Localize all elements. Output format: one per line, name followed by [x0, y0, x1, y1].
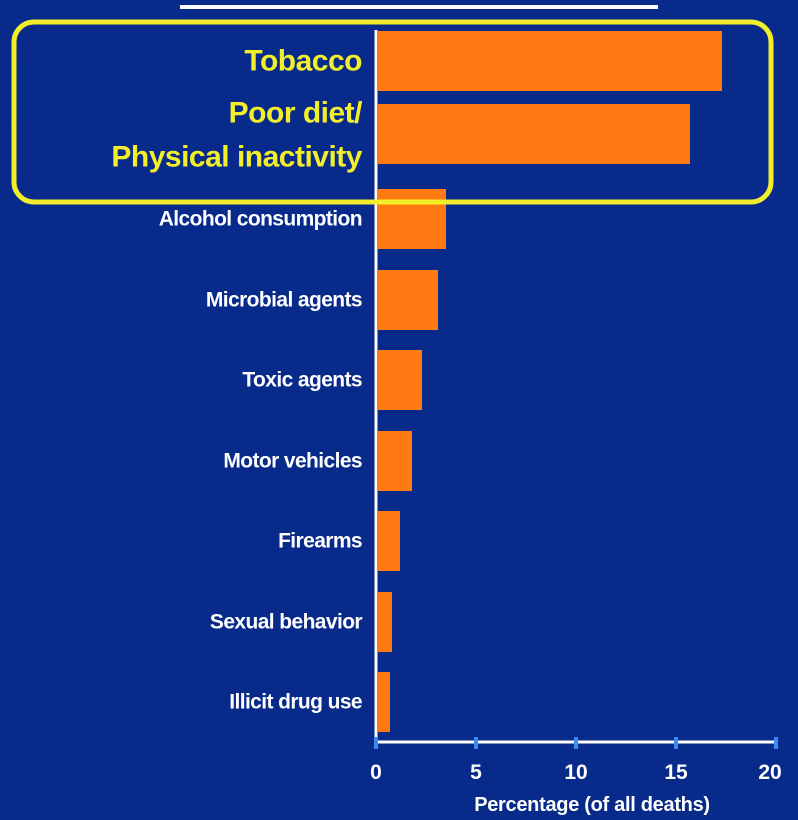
x-tick-label-20: 20 [758, 761, 781, 784]
category-label-alcohol-consumption: Alcohol consumption [159, 208, 362, 231]
bar-motor-vehicles [378, 431, 412, 491]
category-label-tobacco: Tobacco [244, 45, 362, 78]
bar-poor-diet-physical-inactivity [378, 104, 690, 164]
category-label-microbial-agents: Microbial agents [206, 289, 362, 312]
category-label-firearms: Firearms [278, 530, 362, 553]
x-tick-label-10: 10 [564, 761, 587, 784]
bar-sexual-behavior [378, 592, 392, 652]
bar-tobacco [378, 31, 722, 91]
category-label-toxic-agents: Toxic agents [242, 369, 362, 392]
bar-microbial-agents [378, 270, 438, 330]
highlight-box [11, 19, 774, 205]
category-label-illicit-drug-use: Illicit drug use [229, 691, 362, 714]
bar-alcohol-consumption [378, 189, 446, 249]
bar-firearms [378, 511, 400, 571]
bar-illicit-drug-use [378, 672, 390, 732]
category-label-poor-diet-physical-inactivity-line-1: Poor diet/ [229, 97, 364, 130]
category-labels: Tobacco Poor diet/Physical inactivity Alco… [111, 45, 363, 714]
bars-layer [378, 31, 722, 732]
category-label-poor-diet-physical-inactivity-line-2: Physical inactivity [111, 141, 362, 174]
bar-toxic-agents [378, 350, 422, 410]
x-tick-label-15: 15 [664, 761, 688, 784]
x-tick-label-0: 0 [370, 761, 382, 784]
category-label-motor-vehicles: Motor vehicles [223, 450, 362, 473]
x-tick-label-5: 5 [470, 761, 482, 784]
category-label-sexual-behavior: Sexual behavior [210, 611, 362, 634]
x-axis-title: Percentage (of all deaths) [474, 794, 710, 816]
x-axis: 0 5 10 15 20 [370, 30, 782, 784]
